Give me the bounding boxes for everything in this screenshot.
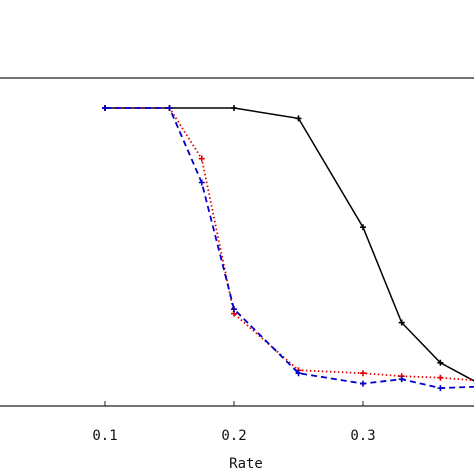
x-tick-label: 0.2 — [221, 428, 246, 444]
series-3 — [102, 105, 474, 392]
data-point-marker — [295, 370, 302, 377]
series-line — [105, 107, 474, 382]
data-point-marker — [360, 370, 366, 377]
data-point-marker — [231, 306, 237, 313]
data-point-marker — [102, 105, 108, 111]
data-point-marker — [360, 224, 366, 231]
data-point-marker — [166, 105, 173, 111]
series-2 — [102, 105, 474, 382]
x-tick-label: 0.1 — [92, 428, 117, 444]
data-point-marker — [198, 179, 205, 186]
data-point-marker — [360, 380, 366, 387]
x-tick-label: 0.3 — [350, 428, 375, 444]
data-point-marker — [398, 319, 405, 326]
data-point-marker — [437, 374, 444, 381]
data-point-marker — [295, 115, 302, 122]
series-layer — [102, 105, 474, 392]
series-1 — [102, 105, 474, 382]
data-point-marker — [437, 385, 444, 392]
data-point-marker — [198, 155, 205, 162]
x-axis-label: Rate — [229, 456, 263, 472]
x-ticks: 0.1 0.2 0.3 — [92, 401, 376, 444]
data-point-marker — [398, 376, 405, 383]
axes — [0, 77, 474, 407]
series-line — [105, 107, 474, 390]
data-point-marker — [231, 105, 237, 111]
data-point-marker — [437, 359, 444, 366]
